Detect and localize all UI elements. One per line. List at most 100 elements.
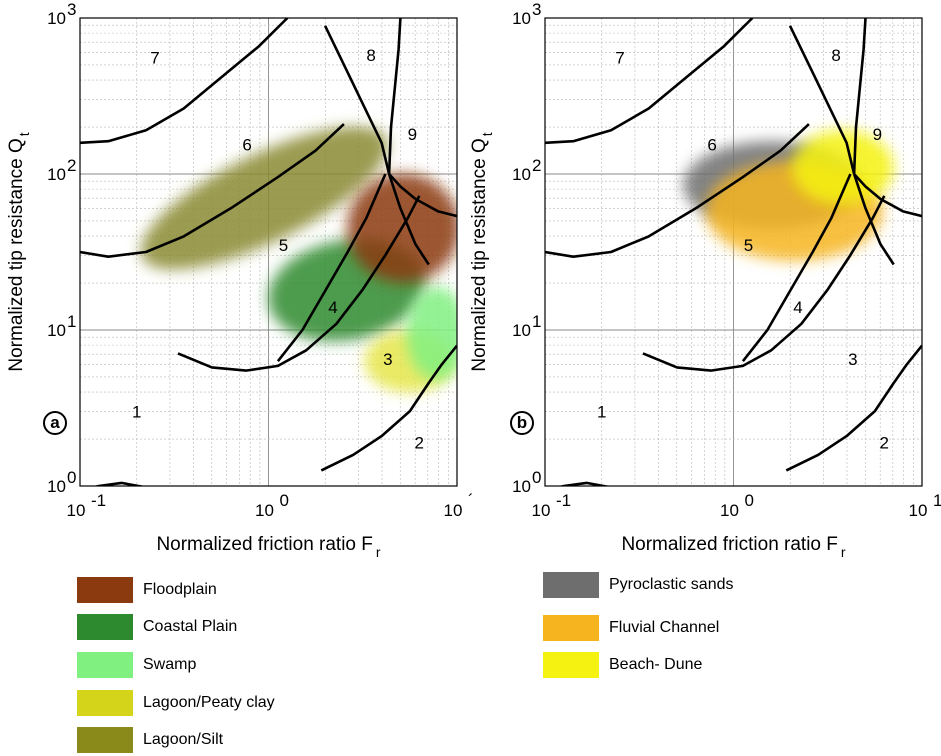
- legend-label: Lagoon/Silt: [143, 731, 224, 748]
- x-tick-exponent: -1: [556, 491, 571, 510]
- zone-boundary: [80, 123, 345, 258]
- legend-item-lagoon-silt: Lagoon/Silt: [77, 727, 223, 753]
- x-tick-label: 10: [909, 501, 928, 520]
- y-tick-label: 10: [47, 321, 66, 340]
- y-tick-exponent: 1: [532, 312, 541, 331]
- y-axis-label-subscript: t: [16, 132, 32, 136]
- y-tick-label: 10: [47, 477, 66, 496]
- y-tick-exponent: 2: [67, 156, 76, 175]
- zone-boundary: [852, 18, 867, 175]
- y-tick-exponent: 0: [67, 468, 76, 487]
- zone-label-7: 7: [150, 48, 159, 67]
- y-tick-exponent: 3: [67, 0, 76, 19]
- zone-label-2: 2: [414, 434, 423, 453]
- legend-swatch: [543, 652, 599, 678]
- legend-item-fluvial-channel: Fluvial Channel: [543, 615, 719, 641]
- y-axis-label: Normalized tip resistance Qt: [469, 132, 495, 371]
- y-tick-label: 10: [512, 9, 531, 28]
- zone-boundary: [545, 123, 810, 258]
- y-tick-label: 10: [512, 477, 531, 496]
- legend-label: Beach- Dune: [609, 656, 703, 673]
- zone-label-3: 3: [848, 350, 857, 369]
- zone-boundary: [788, 25, 856, 175]
- legend-label: Pyroclastic sands: [609, 576, 734, 593]
- zone-label-2: 2: [879, 434, 888, 453]
- zone-boundary: [93, 481, 146, 486]
- legend-label: Lagoon/Peaty clay: [143, 694, 275, 711]
- cloud-lagoon-silt: [140, 126, 388, 270]
- legend-swatch: [77, 577, 133, 603]
- plot-frame: [79, 17, 458, 487]
- cloud-beach-dune: [791, 130, 894, 205]
- zone-label-6: 6: [242, 135, 251, 154]
- legend-swatch: [77, 690, 133, 716]
- legend-swatch: [77, 652, 133, 678]
- legend-item-coastal-plain: Coastal Plain: [77, 614, 237, 640]
- x-tick-exponent: 0: [745, 491, 754, 510]
- cloud-swamp: [406, 286, 457, 381]
- zone-boundary: [276, 173, 387, 363]
- zone-label-5: 5: [744, 236, 753, 255]
- zone-label-6: 6: [707, 135, 716, 154]
- y-tick-label: 10: [512, 321, 531, 340]
- legend-item-floodplain: Floodplain: [77, 577, 217, 603]
- data-clouds: [683, 130, 894, 261]
- y-tick-exponent: 3: [532, 0, 541, 19]
- legend-item-beach-dune: Beach- Dune: [543, 652, 702, 678]
- x-tick-exponent: 1: [933, 491, 941, 510]
- zone-label-4: 4: [328, 298, 337, 317]
- legend-label: Coastal Plain: [143, 618, 238, 635]
- legend-item-swamp: Swamp: [77, 652, 196, 678]
- legend-label: Fluvial Channel: [609, 619, 720, 636]
- y-tick-exponent: 0: [532, 468, 541, 487]
- zone-boundary: [387, 18, 402, 175]
- x-tick-label: 10: [444, 501, 463, 520]
- y-tick-label: 10: [512, 165, 531, 184]
- zone-boundary: [80, 18, 289, 145]
- zone-labels: 1 2 3 4 5 6 7 8 9: [132, 46, 424, 453]
- zone-boundary: [785, 344, 922, 472]
- legend-item-pyroclastic-sands: Pyroclastic sands: [543, 572, 734, 598]
- x-tick-exponent: 0: [280, 491, 289, 510]
- legend-item-lagoon-peaty-clay: Lagoon/Peaty clay: [77, 690, 275, 716]
- zone-label-5: 5: [279, 236, 288, 255]
- zone-boundary: [388, 173, 457, 218]
- data-clouds: [140, 126, 457, 393]
- y-tick-exponent: 2: [532, 156, 541, 175]
- zone-boundary: [642, 195, 886, 372]
- zone-boundary: [320, 344, 457, 472]
- zone-label-4: 4: [793, 298, 802, 317]
- zone-boundaries: [80, 18, 457, 486]
- x-tick-label: 10: [255, 501, 274, 520]
- y-tick-label: 10: [47, 165, 66, 184]
- zone-boundary: [387, 173, 430, 266]
- legend-label: Swamp: [143, 656, 197, 673]
- x-tick-label: 10: [67, 501, 86, 520]
- legend-swatch: [543, 572, 599, 598]
- x-tick-label: 10: [532, 501, 551, 520]
- y-axis-label: Normalized tip resistance Qt: [6, 132, 32, 371]
- zone-label-9: 9: [873, 125, 882, 144]
- panel-badge-label: a: [50, 413, 60, 432]
- zone-boundary: [545, 18, 754, 145]
- zone-label-1: 1: [597, 403, 606, 422]
- zone-boundary: [558, 481, 611, 486]
- legend-swatch: [77, 727, 133, 753]
- zone-label-8: 8: [831, 46, 840, 65]
- zone-boundary: [741, 173, 852, 363]
- x-tick-exponent: ´: [468, 491, 474, 510]
- panel-badge-circle: [43, 411, 67, 435]
- y-tick-label: 10: [47, 9, 66, 28]
- zone-label-9: 9: [408, 125, 417, 144]
- legend-swatch: [543, 615, 599, 641]
- plot-frame: [544, 17, 923, 487]
- zone-boundary: [177, 195, 421, 372]
- zone-boundary: [853, 173, 922, 218]
- legend-label: Floodplain: [143, 581, 217, 598]
- legend-swatch: [77, 614, 133, 640]
